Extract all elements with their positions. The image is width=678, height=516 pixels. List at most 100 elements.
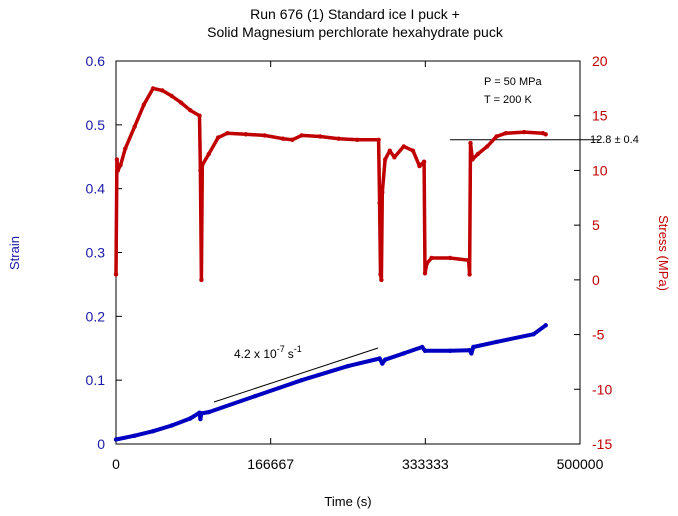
stress-data-point (494, 134, 499, 139)
stress-data-point (392, 155, 397, 160)
stress-data-point (503, 131, 508, 136)
plot-frame (115, 60, 581, 445)
stress-data-point (421, 159, 427, 164)
x-tick-label: 166667 (247, 456, 294, 472)
stress-data-point (522, 129, 527, 135)
right-axis-label: Stress (MPa) (656, 215, 671, 291)
stress-data-point (382, 157, 388, 162)
stress-data-point (280, 136, 286, 141)
chart-title-line-1: Run 676 (1) Standard ice I puck + (250, 6, 460, 22)
stress-data-point (243, 132, 249, 137)
strain-data-point (471, 344, 476, 350)
strain-data-point (253, 393, 258, 399)
stress-data-point (377, 201, 382, 206)
x-tick-label: 0 (112, 456, 120, 472)
stress-data-point (114, 157, 120, 162)
strain-data-point (422, 348, 428, 353)
stress-data-point (199, 277, 204, 283)
right-tick-label: 20 (592, 53, 608, 69)
stress-data-point (178, 100, 184, 105)
stress-data-point (422, 271, 428, 276)
temperature-annotation: T = 200 K (484, 94, 532, 106)
strain-data-point (494, 339, 499, 345)
stress-series-line (114, 86, 548, 282)
stress-data-point (410, 148, 416, 153)
series-group (113, 86, 548, 442)
stress-data-point (470, 157, 475, 162)
x-tick-label: 500000 (557, 456, 604, 472)
left-tick-label: 0.2 (86, 308, 106, 324)
strain-data-point (206, 409, 211, 415)
stress-data-point (468, 140, 473, 146)
strain-data-point (132, 433, 137, 438)
x-axis-label: Time (s) (324, 494, 371, 509)
stress-data-point (197, 113, 202, 118)
stress-data-point (200, 162, 205, 168)
strain-data-point (469, 351, 474, 356)
stress-data-point (225, 131, 230, 136)
stress-data-point (543, 132, 548, 137)
strain-data-point (199, 411, 204, 416)
strain-data-point (113, 437, 119, 442)
stress-data-point (485, 144, 490, 149)
left-tick-label: 0 (97, 436, 105, 452)
x-axis-ticks: 0 166667 333333 500000 (112, 61, 604, 472)
stress-data-point (424, 261, 430, 266)
stress-data-point (141, 102, 146, 108)
stress-data-point (336, 136, 341, 141)
stress-data-point (376, 137, 381, 142)
stress-data-point (475, 151, 481, 157)
strain-data-point (198, 416, 203, 422)
strain-data-point (382, 357, 388, 362)
strain-rate-annotation: 4.2 x 10-7 s-1 (234, 344, 302, 361)
right-tick-label: -15 (592, 436, 612, 452)
right-tick-label: -10 (592, 381, 612, 397)
strain-data-point (299, 378, 304, 383)
rate-unit: s (288, 347, 294, 361)
rate-unit-exponent: -1 (294, 344, 302, 354)
stress-data-point (355, 137, 360, 142)
right-tick-label: 15 (592, 108, 608, 124)
stress-data-point (299, 133, 304, 138)
strain-data-point (401, 351, 406, 356)
right-axis-ticks: -15 -10 -5 0 5 10 15 20 (574, 53, 612, 452)
stress-value-annotation: 12.8 ± 0.4 (590, 134, 639, 146)
strain-data-point (420, 344, 425, 350)
stress-data-point (115, 168, 121, 173)
stress-data-point (467, 272, 472, 277)
left-axis-label: Strain (7, 236, 22, 270)
x-tick-label: 333333 (402, 456, 449, 472)
right-tick-label: 10 (592, 162, 608, 178)
stress-data-point (387, 148, 392, 153)
stress-data-point (118, 162, 123, 168)
stress-data-point (380, 190, 385, 195)
left-tick-label: 0.1 (86, 372, 106, 388)
stress-data-point (188, 108, 193, 113)
rate-text: 4.2 x 10 (234, 347, 277, 361)
stress-data-point (401, 144, 406, 149)
pressure-annotation: P = 50 MPa (484, 76, 542, 88)
right-tick-label: -5 (592, 327, 605, 343)
right-tick-label: 0 (592, 272, 600, 288)
stress-data-point (198, 168, 203, 173)
stress-data-point (262, 133, 267, 138)
strain-data-point (380, 361, 385, 366)
strain-series-line (114, 323, 548, 442)
strain-data-point (467, 348, 472, 353)
left-tick-label: 0.6 (86, 53, 106, 69)
chart-title-line-2: Solid Magnesium perchlorate hexahydrate … (207, 24, 504, 40)
strain-data-point (188, 416, 193, 421)
left-tick-label: 0.3 (86, 245, 106, 261)
stress-data-point (290, 137, 295, 142)
right-tick-label: 5 (592, 217, 600, 233)
stress-data-point (113, 272, 119, 277)
rate-annotation-line (213, 347, 379, 403)
stress-data-point (132, 124, 137, 129)
stress-data-point (215, 135, 221, 140)
stress-data-point (318, 134, 323, 139)
stress-data-point (169, 93, 174, 99)
strain-data-point (169, 423, 174, 428)
strain-data-point (150, 429, 156, 434)
stress-data-point (466, 258, 471, 263)
